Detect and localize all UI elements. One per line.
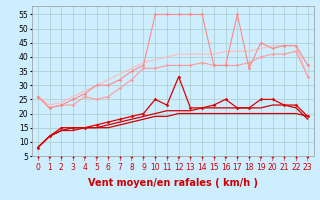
Text: ↑: ↑	[235, 157, 240, 162]
Text: ↑: ↑	[47, 157, 52, 162]
Text: ↑: ↑	[70, 157, 76, 162]
Text: ↑: ↑	[129, 157, 134, 162]
Text: ↑: ↑	[153, 157, 158, 162]
Text: ↑: ↑	[188, 157, 193, 162]
Text: 6: 6	[106, 163, 111, 172]
Text: 13: 13	[186, 163, 195, 172]
Text: ↑: ↑	[270, 157, 275, 162]
Text: 21: 21	[279, 163, 289, 172]
Text: ↑: ↑	[282, 157, 287, 162]
Text: ↑: ↑	[246, 157, 252, 162]
Text: 22: 22	[291, 163, 301, 172]
Text: 10: 10	[150, 163, 160, 172]
Text: ↑: ↑	[176, 157, 181, 162]
Text: ↑: ↑	[59, 157, 64, 162]
Text: 18: 18	[244, 163, 254, 172]
Text: 1: 1	[47, 163, 52, 172]
Text: ↑: ↑	[164, 157, 170, 162]
Text: 11: 11	[162, 163, 172, 172]
Text: 4: 4	[82, 163, 87, 172]
Text: 16: 16	[221, 163, 230, 172]
Text: 15: 15	[209, 163, 219, 172]
X-axis label: Vent moyen/en rafales ( km/h ): Vent moyen/en rafales ( km/h )	[88, 178, 258, 188]
Text: ↑: ↑	[211, 157, 217, 162]
Text: 8: 8	[129, 163, 134, 172]
Text: 5: 5	[94, 163, 99, 172]
Text: 3: 3	[71, 163, 76, 172]
Text: ↑: ↑	[117, 157, 123, 162]
Text: ↑: ↑	[293, 157, 299, 162]
Text: ↑: ↑	[199, 157, 205, 162]
Text: ↑: ↑	[94, 157, 99, 162]
Text: ↑: ↑	[106, 157, 111, 162]
Text: ↑: ↑	[35, 157, 41, 162]
Text: 14: 14	[197, 163, 207, 172]
Text: 12: 12	[174, 163, 183, 172]
Text: 20: 20	[268, 163, 277, 172]
Text: 9: 9	[141, 163, 146, 172]
Text: ↑: ↑	[258, 157, 263, 162]
Text: 23: 23	[303, 163, 313, 172]
Text: ↑: ↑	[82, 157, 87, 162]
Text: 7: 7	[117, 163, 123, 172]
Text: ↑: ↑	[223, 157, 228, 162]
Text: 0: 0	[36, 163, 40, 172]
Text: ↑: ↑	[141, 157, 146, 162]
Text: 17: 17	[233, 163, 242, 172]
Text: 2: 2	[59, 163, 64, 172]
Text: ↑: ↑	[305, 157, 310, 162]
Text: 19: 19	[256, 163, 266, 172]
